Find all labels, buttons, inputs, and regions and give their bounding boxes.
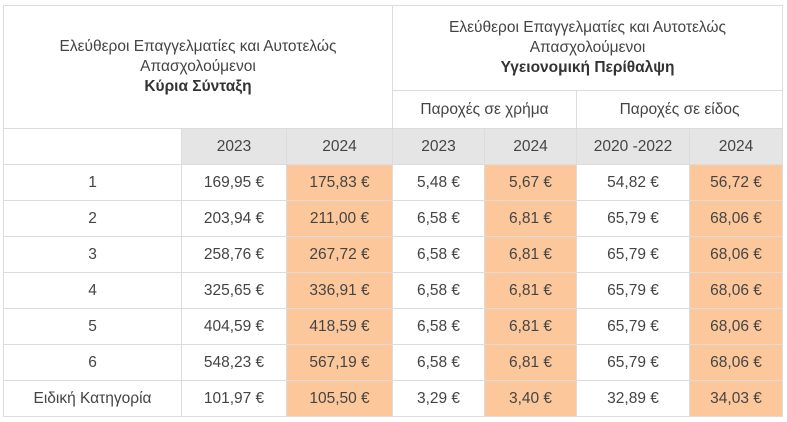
value-cell-highlight: 6,81 € bbox=[484, 344, 578, 381]
category-cell: 4 bbox=[3, 272, 182, 309]
kind-benefits-header: Παροχές σε είδος bbox=[576, 90, 784, 129]
year-header: 2024 bbox=[285, 128, 394, 165]
value-cell-highlight: 336,91 € bbox=[285, 272, 394, 309]
value-cell-highlight: 68,06 € bbox=[689, 272, 784, 309]
health-care-header: Ελεύθεροι Επαγγελματίες και Αυτοτελώς Απ… bbox=[392, 5, 784, 91]
main-pension-header-title: Κύρια Σύνταξη bbox=[144, 78, 252, 95]
value-cell: 65,79 € bbox=[576, 236, 691, 273]
category-cell: 2 bbox=[3, 200, 182, 237]
table-row: Ειδική Κατηγορία 101,97 € 105,50 € 3,29 … bbox=[3, 380, 784, 417]
year-header-blank bbox=[3, 128, 182, 165]
value-cell: 6,58 € bbox=[392, 200, 486, 237]
table-row: 1 169,95 € 175,83 € 5,48 € 5,67 € 54,82 … bbox=[3, 164, 784, 201]
value-cell: 325,65 € bbox=[181, 272, 287, 309]
value-cell: 6,58 € bbox=[392, 308, 486, 345]
health-care-header-line2: Απασχολούμενοι bbox=[529, 39, 646, 56]
health-care-header-title: Υγειονομική Περίθαλψη bbox=[500, 59, 675, 76]
value-cell-highlight: 105,50 € bbox=[285, 380, 394, 417]
contribution-rates-table: Ελεύθεροι Επαγγελματίες και Αυτοτελώς Απ… bbox=[2, 5, 784, 417]
year-header: 2024 bbox=[689, 128, 784, 165]
year-header: 2023 bbox=[392, 128, 486, 165]
value-cell-highlight: 211,00 € bbox=[285, 200, 394, 237]
category-cell: 3 bbox=[3, 236, 182, 273]
value-cell: 6,58 € bbox=[392, 272, 486, 309]
value-cell: 65,79 € bbox=[576, 272, 691, 309]
table-row: 4 325,65 € 336,91 € 6,58 € 6,81 € 65,79 … bbox=[3, 272, 784, 309]
value-cell-highlight: 68,06 € bbox=[689, 344, 784, 381]
value-cell-highlight: 6,81 € bbox=[484, 308, 578, 345]
cash-benefits-header: Παροχές σε χρήμα bbox=[392, 90, 578, 129]
value-cell: 6,58 € bbox=[392, 344, 486, 381]
value-cell: 404,59 € bbox=[181, 308, 287, 345]
value-cell: 65,79 € bbox=[576, 200, 691, 237]
value-cell-highlight: 6,81 € bbox=[484, 200, 578, 237]
category-cell: 5 bbox=[3, 308, 182, 345]
value-cell: 54,82 € bbox=[576, 164, 691, 201]
value-cell: 3,29 € bbox=[392, 380, 486, 417]
value-cell-highlight: 6,81 € bbox=[484, 272, 578, 309]
year-header: 2024 bbox=[484, 128, 578, 165]
value-cell: 65,79 € bbox=[576, 308, 691, 345]
value-cell: 101,97 € bbox=[181, 380, 287, 417]
value-cell: 65,79 € bbox=[576, 344, 691, 381]
table-row: 2 203,94 € 211,00 € 6,58 € 6,81 € 65,79 … bbox=[3, 200, 784, 237]
value-cell-highlight: 418,59 € bbox=[285, 308, 394, 345]
year-header: 2020 -2022 bbox=[576, 128, 691, 165]
value-cell: 548,23 € bbox=[181, 344, 287, 381]
main-pension-header-line1: Ελεύθεροι Επαγγελματίες και Αυτοτελώς bbox=[59, 38, 337, 55]
value-cell-highlight: 5,67 € bbox=[484, 164, 578, 201]
value-cell-highlight: 3,40 € bbox=[484, 380, 578, 417]
value-cell-highlight: 6,81 € bbox=[484, 236, 578, 273]
health-care-header-line1: Ελεύθεροι Επαγγελματίες και Αυτοτελώς bbox=[449, 19, 726, 36]
value-cell: 5,48 € bbox=[392, 164, 486, 201]
category-cell: 6 bbox=[3, 344, 182, 381]
value-cell: 6,58 € bbox=[392, 236, 486, 273]
value-cell-highlight: 175,83 € bbox=[285, 164, 394, 201]
value-cell-highlight: 56,72 € bbox=[689, 164, 784, 201]
table-row: 5 404,59 € 418,59 € 6,58 € 6,81 € 65,79 … bbox=[3, 308, 784, 345]
category-cell: Ειδική Κατηγορία bbox=[3, 380, 182, 417]
value-cell: 203,94 € bbox=[181, 200, 287, 237]
value-cell: 32,89 € bbox=[576, 380, 691, 417]
table-row: 6 548,23 € 567,19 € 6,58 € 6,81 € 65,79 … bbox=[3, 344, 784, 381]
value-cell-highlight: 267,72 € bbox=[285, 236, 394, 273]
main-pension-header-line2: Απασχολούμενοι bbox=[140, 58, 256, 75]
year-header: 2023 bbox=[181, 128, 287, 165]
main-pension-header: Ελεύθεροι Επαγγελματίες και Αυτοτελώς Απ… bbox=[2, 5, 394, 129]
table-row: 3 258,76 € 267,72 € 6,58 € 6,81 € 65,79 … bbox=[3, 236, 784, 273]
value-cell: 169,95 € bbox=[181, 164, 287, 201]
value-cell-highlight: 68,06 € bbox=[689, 236, 784, 273]
value-cell-highlight: 34,03 € bbox=[689, 380, 784, 417]
category-cell: 1 bbox=[3, 164, 182, 201]
value-cell: 258,76 € bbox=[181, 236, 287, 273]
value-cell-highlight: 68,06 € bbox=[689, 200, 784, 237]
value-cell-highlight: 68,06 € bbox=[689, 308, 784, 345]
value-cell-highlight: 567,19 € bbox=[285, 344, 394, 381]
